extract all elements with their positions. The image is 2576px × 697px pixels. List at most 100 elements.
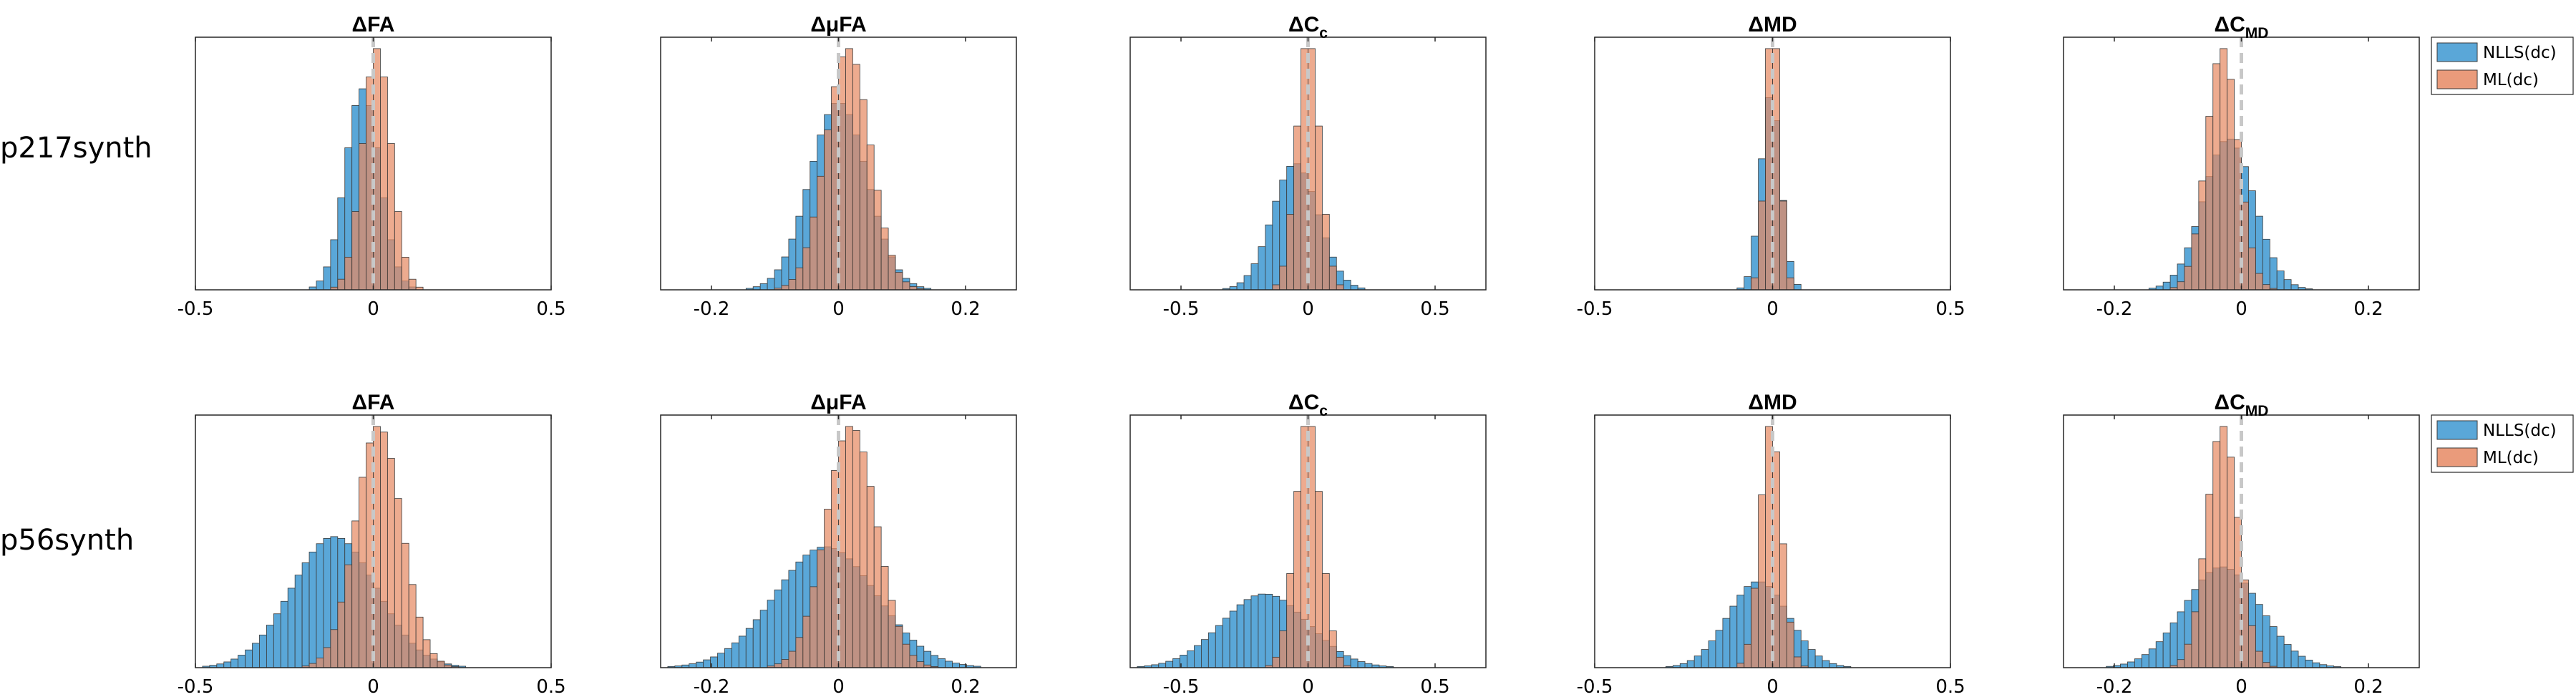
bar-ml bbox=[888, 600, 896, 668]
bar-nlls bbox=[2290, 284, 2299, 291]
x-tick-label: 0 bbox=[1766, 298, 1779, 320]
bar-nlls bbox=[2283, 279, 2292, 291]
bar-nlls bbox=[2155, 641, 2164, 668]
bar-ml bbox=[781, 285, 789, 291]
x-tick-label: -0.5 bbox=[1577, 676, 1613, 697]
bar-ml bbox=[845, 48, 853, 291]
x-tick-label: -0.5 bbox=[1163, 676, 1200, 697]
panel-title-subscript: MD bbox=[2245, 403, 2269, 419]
x-tick-label: 0.2 bbox=[2353, 676, 2383, 697]
bar-ml bbox=[774, 663, 782, 668]
bar-ml bbox=[1315, 125, 1323, 291]
bar-nlls bbox=[308, 551, 317, 668]
panel-title-main: ΔFA bbox=[352, 391, 395, 414]
bar-nlls bbox=[1744, 276, 1752, 291]
bar-nlls bbox=[330, 239, 339, 291]
bar-ml bbox=[2220, 48, 2228, 291]
panel-title: ΔFA bbox=[352, 391, 395, 414]
x-tick-label: 0 bbox=[367, 298, 379, 320]
bar-nlls bbox=[938, 658, 946, 668]
bar-ml bbox=[817, 175, 825, 291]
bar-nlls bbox=[2177, 611, 2185, 668]
x-tick-label: 0.5 bbox=[1420, 298, 1449, 320]
bar-ml bbox=[2184, 643, 2192, 668]
bar-nlls bbox=[2141, 654, 2149, 668]
bar-nlls bbox=[1272, 200, 1280, 291]
bar-ml bbox=[408, 584, 417, 668]
bar-nlls bbox=[294, 575, 303, 668]
bar-ml bbox=[866, 486, 875, 668]
bar-ml bbox=[344, 256, 353, 291]
panel-title-main: ΔC bbox=[2215, 391, 2245, 414]
bar-ml bbox=[394, 498, 402, 668]
panel-title-subscript: MD bbox=[2245, 25, 2269, 42]
panel-title: ΔμFA bbox=[810, 13, 866, 36]
bar-nlls bbox=[696, 661, 704, 668]
bar-nlls bbox=[1165, 661, 1174, 668]
bar-ml bbox=[888, 255, 896, 291]
bar-ml bbox=[337, 278, 346, 291]
bar-ml bbox=[1321, 573, 1330, 668]
bar-ml bbox=[1272, 284, 1280, 291]
legend-swatch bbox=[2436, 447, 2478, 467]
bar-nlls bbox=[1229, 610, 1238, 668]
bar-nlls bbox=[1807, 649, 1816, 668]
legend-label: NLLS(dc) bbox=[2483, 44, 2557, 62]
bar-nlls bbox=[1822, 660, 1830, 668]
bar-ml bbox=[2191, 611, 2200, 668]
bar-ml bbox=[838, 440, 846, 668]
bar-nlls bbox=[1829, 663, 1837, 668]
bar-nlls bbox=[930, 655, 939, 668]
bar-nlls bbox=[323, 266, 331, 291]
panel-0: -0.5 0 0.5 ΔFA bbox=[178, 13, 566, 320]
bar-nlls bbox=[2290, 650, 2299, 668]
x-tick-label: 0.2 bbox=[951, 676, 980, 697]
panel-7: -0.5 0 0.5 ΔCc bbox=[1129, 391, 1487, 697]
panel-title-subscript: c bbox=[1319, 403, 1328, 419]
bar-ml bbox=[802, 247, 811, 291]
bar-nlls bbox=[1729, 605, 1738, 668]
x-tick-label: -0.5 bbox=[1163, 298, 1200, 320]
bar-nlls bbox=[259, 634, 267, 668]
bar-nlls bbox=[287, 588, 296, 668]
bar-nlls bbox=[2162, 281, 2171, 291]
bar-nlls bbox=[774, 589, 782, 668]
bar-ml bbox=[781, 659, 789, 668]
bar-nlls bbox=[2155, 286, 2164, 291]
bar-ml bbox=[1293, 125, 1301, 291]
bar-nlls bbox=[1265, 593, 1273, 668]
legend-row-0: NLLS(dc) ML(dc) bbox=[2431, 36, 2574, 95]
bar-ml bbox=[351, 520, 360, 668]
bar-ml bbox=[2248, 247, 2256, 291]
bar-ml bbox=[2212, 63, 2221, 291]
bar-nlls bbox=[252, 643, 260, 668]
bar-ml bbox=[408, 278, 417, 291]
panel-title: ΔμFA bbox=[810, 391, 866, 414]
bar-nlls bbox=[1722, 618, 1731, 668]
bar-nlls bbox=[2298, 655, 2306, 668]
bar-ml bbox=[415, 616, 424, 668]
bar-nlls bbox=[1194, 645, 1202, 668]
legend-swatch bbox=[2436, 42, 2478, 62]
bar-nlls bbox=[738, 635, 747, 668]
bar-ml bbox=[1786, 621, 1794, 668]
bar-ml bbox=[380, 432, 388, 668]
bar-ml bbox=[344, 564, 353, 668]
bar-nlls bbox=[2276, 635, 2285, 668]
x-tick-label: 0.5 bbox=[536, 676, 565, 697]
bar-ml bbox=[366, 442, 374, 668]
bar-nlls bbox=[1250, 595, 1259, 668]
bar-nlls bbox=[1265, 224, 1273, 291]
bar-ml bbox=[795, 267, 804, 291]
bar-ml bbox=[1751, 277, 1759, 291]
panel-title-main: ΔμFA bbox=[810, 391, 866, 414]
bar-ml bbox=[2262, 662, 2270, 668]
bar-nlls bbox=[1158, 663, 1167, 668]
bar-ml bbox=[401, 256, 409, 291]
bar-nlls bbox=[1793, 284, 1802, 291]
bar-ml bbox=[437, 661, 445, 668]
bar-ml bbox=[2227, 457, 2235, 668]
bar-ml bbox=[873, 526, 882, 668]
bar-ml bbox=[788, 650, 797, 668]
